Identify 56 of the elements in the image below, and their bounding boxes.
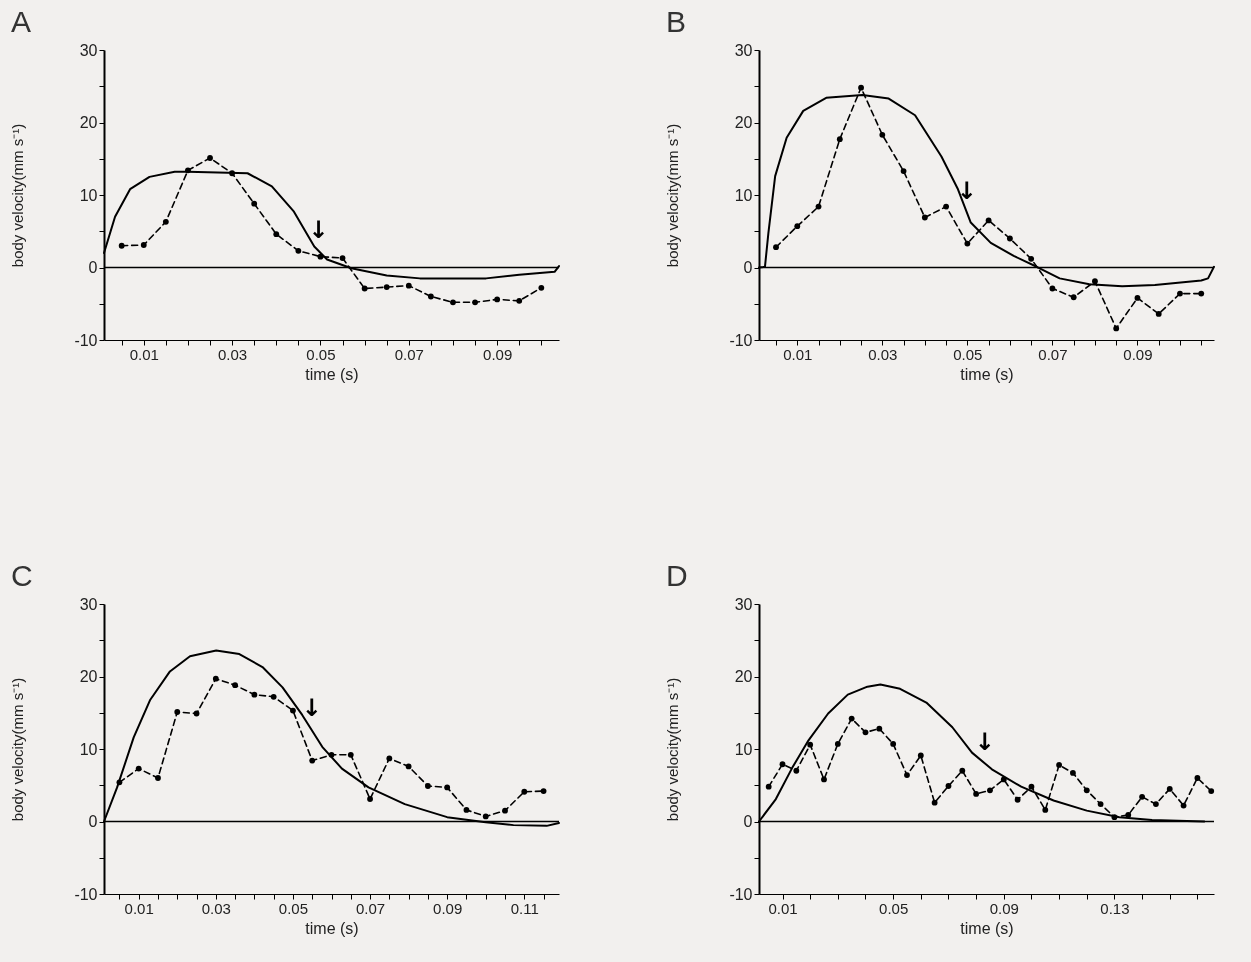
x-tick-label: 0.07 [1038,345,1068,363]
x-tick-label: 0.11 [510,899,539,917]
x-tick-label: 0.09 [483,345,513,363]
x-tick-label: 0.09 [1123,345,1153,363]
y-tick-label: 30 [734,41,753,59]
y-tick-label: 30 [734,595,753,613]
y-axis-title: body velocity(mm s⁻¹) [9,677,27,822]
annotation: ↓ [301,694,322,723]
x-axis-title: time (s) [305,365,359,383]
y-tick-label: 10 [79,740,98,758]
y-tick-label: 0 [743,813,753,830]
chart-title: C [10,559,33,592]
annotation: ↓ [974,727,995,756]
y-tick-label: 30 [79,41,98,59]
x-tick-label: 0.05 [306,345,336,363]
x-tick-label: 0.05 [879,899,909,917]
chart-title: B [665,5,686,38]
x-tick-label: 0.01 [124,899,154,917]
x-axis-title: time (s) [305,919,359,937]
y-tick-label: 20 [79,668,98,685]
y-tick-label: -10 [74,331,98,349]
y-tick-label: 0 [743,259,753,276]
y-tick-label: 20 [734,668,753,685]
y-tick-label: 20 [79,114,98,131]
y-tick-label: 0 [88,259,98,276]
x-tick-label: 0.03 [218,345,248,363]
y-tick-label: 10 [734,740,753,758]
chart-title: A [10,5,31,38]
y-tick-label: 0 [88,813,98,830]
y-tick-label: 20 [734,114,753,131]
y-axis-title: body velocity(mm s⁻¹) [664,123,682,268]
x-tick-label: 0.01 [768,899,798,917]
y-tick-label: -10 [729,885,753,903]
x-tick-label: 0.03 [201,899,231,917]
y-tick-label: 10 [79,186,98,204]
y-tick-label: 30 [79,595,98,613]
y-tick-label: -10 [74,885,98,903]
y-axis-title: body velocity(mm s⁻¹) [664,677,682,822]
x-axis-title: time (s) [960,919,1014,937]
x-tick-label: 0.09 [989,899,1019,917]
y-axis-title: body velocity(mm s⁻¹) [9,123,27,268]
y-tick-label: -10 [729,331,753,349]
x-tick-label: 0.05 [278,899,309,917]
annotation: ↓ [308,215,329,244]
annotation: ↓ [956,176,977,205]
x-tick-label: 0.07 [394,345,424,363]
x-tick-label: 0.03 [868,345,898,363]
x-tick-label: 0.09 [433,899,463,917]
x-tick-label: 0.13 [1100,899,1130,917]
chart-title: D [665,559,688,592]
x-tick-label: 0.05 [953,345,983,363]
y-tick-label: 10 [734,186,753,204]
x-tick-label: 0.07 [355,899,386,917]
x-tick-label: 0.01 [783,345,813,363]
x-tick-label: 0.01 [129,345,159,363]
x-axis-title: time (s) [960,365,1014,383]
